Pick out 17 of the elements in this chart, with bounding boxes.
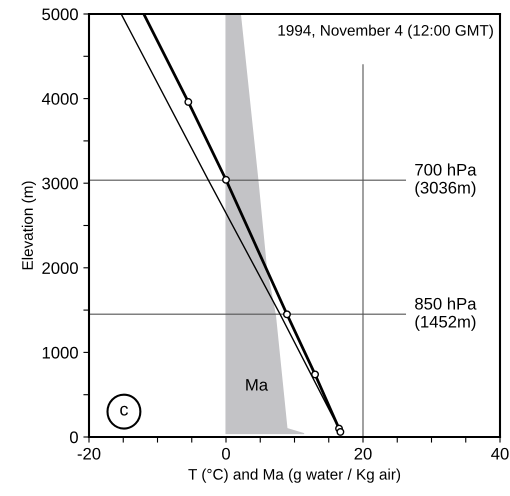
y-tick-label: 3000 — [42, 178, 78, 190]
y-tick-label: 2000 — [42, 262, 78, 274]
ref-line-label: 700 hPa (3036m) — [415, 163, 476, 197]
x-tick-label: -20 — [78, 448, 100, 460]
y-tick-label: 0 — [70, 431, 78, 444]
y-tick-label: 1000 — [42, 346, 78, 359]
series-label: Ma — [246, 379, 268, 391]
y-tick-label: 4000 — [42, 93, 78, 105]
x-axis-title: T (°C) and Ma (g water / Kg air) — [188, 468, 400, 483]
annotation: c — [120, 406, 128, 416]
x-tick-label: 40 — [491, 448, 509, 460]
ref-line-label: 850 hPa (1452m) — [415, 297, 476, 331]
x-tick-label: 20 — [354, 448, 372, 460]
annotation: 1994, November 4 (12:00 GMT) — [278, 24, 493, 39]
y-axis-title: Elevation (m) — [22, 181, 36, 270]
x-tick-label: 0 — [222, 448, 230, 460]
y-tick-label: 5000 — [42, 8, 78, 20]
